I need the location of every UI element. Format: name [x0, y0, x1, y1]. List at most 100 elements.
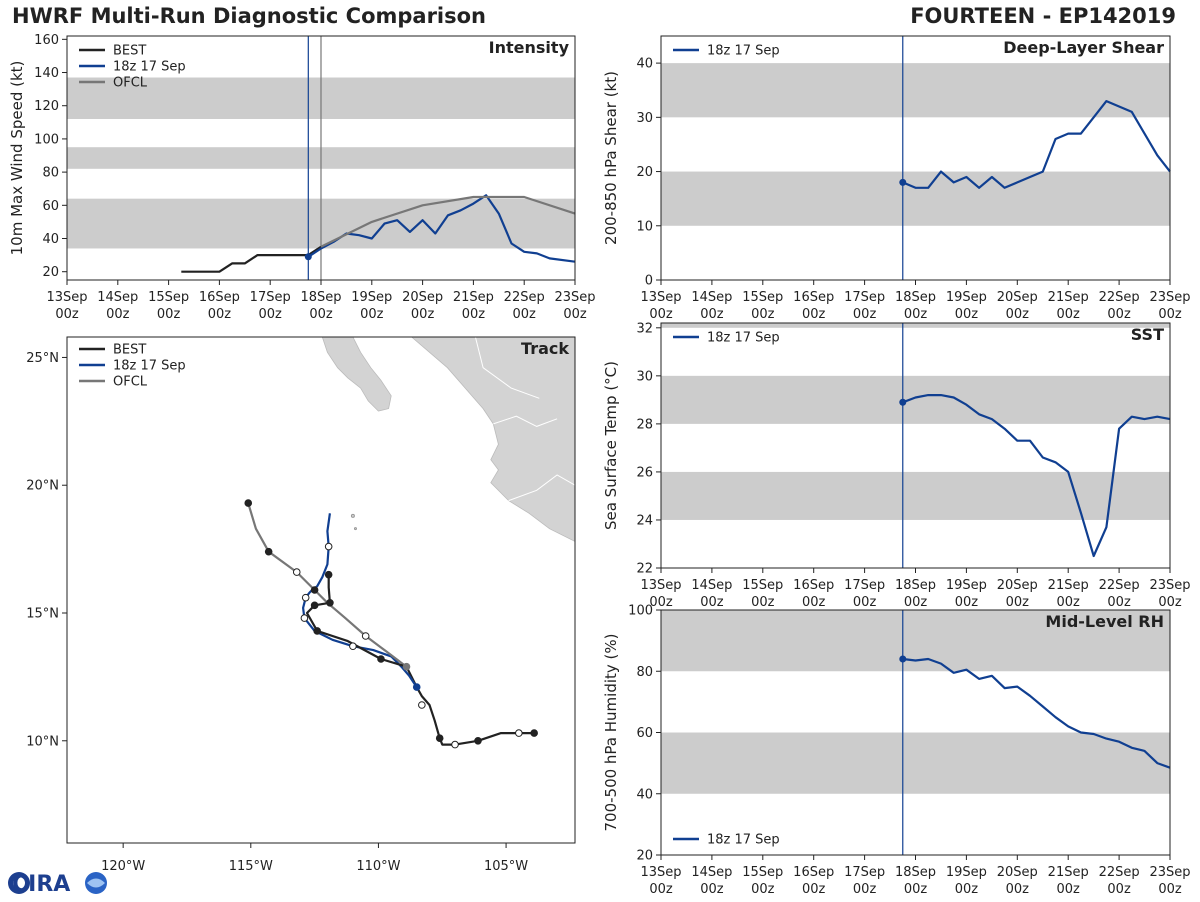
track-point-best	[451, 740, 459, 749]
x-tick-label-hour: 00z	[751, 307, 775, 322]
legend-label: 18z 17 Sep	[707, 833, 780, 848]
island-socorro	[350, 513, 355, 518]
x-tick-label-hour: 00z	[563, 307, 587, 322]
legend-label: 18z 17 Sep	[113, 60, 186, 75]
track-point-ofcl	[244, 499, 253, 507]
x-tick-label-hour: 00z	[462, 307, 486, 322]
y-tick-label: 80	[636, 665, 653, 680]
x-tick-label-date: 13Sep	[640, 578, 681, 593]
track-point-best	[418, 701, 426, 709]
x-tick-label-date: 22Sep	[1099, 290, 1140, 305]
x-tick-label-hour: 00z	[1158, 882, 1182, 897]
land-baja-california	[321, 337, 392, 412]
x-tick-label-hour: 00z	[751, 882, 775, 897]
track-line-ofcl	[247, 502, 408, 668]
panel-shear: 0 10 20 30 40 13Sep 00z 14Sep 00z 15Sep 00z 16Sep 00…	[602, 35, 1191, 322]
x-tick-label-date: 17Sep	[844, 578, 885, 593]
x-tick-label-date: 21Sep	[1048, 290, 1089, 305]
y-tick-label: 24	[636, 513, 653, 528]
x-tick-label-date: 17Sep	[844, 865, 885, 880]
storm-id-title: FOURTEEN - EP142019	[910, 4, 1176, 28]
x-tick-label-date: 22Sep	[1099, 578, 1140, 593]
cira-logo: CIRA	[4, 868, 114, 898]
series-line-ofcl	[320, 195, 576, 248]
panel-title: SST	[1131, 325, 1164, 344]
x-tick-label-hour: 00z	[1057, 595, 1081, 610]
x-tick-label-hour: 00z	[1158, 307, 1182, 322]
x-tick-label-date: 23Sep	[554, 290, 595, 305]
x-tick-label-hour: 00z	[1107, 882, 1131, 897]
y-tick-label: 120	[34, 99, 59, 114]
x-tick-label-date: 18Sep	[895, 290, 936, 305]
x-tick-label-date: 23Sep	[1149, 865, 1190, 880]
x-tick-label-date: 19Sep	[351, 290, 392, 305]
track-point-hwrf	[300, 614, 309, 622]
y-tick-label: 32	[636, 321, 653, 336]
track-point-best	[326, 598, 334, 607]
panel-rh: 20 40 60 80 100 13Sep 00z 14Sep 00z 15Sep 00z 16Sep…	[602, 604, 1191, 898]
state-border	[474, 337, 540, 399]
y-tick-label: 30	[636, 369, 653, 384]
x-tick-label-date: 18Sep	[300, 290, 341, 305]
x-tick-label-hour: 00z	[802, 882, 826, 897]
x-tick-label-hour: 00z	[700, 595, 724, 610]
x-tick-label-date: 16Sep	[793, 578, 834, 593]
x-tick-label-date: 13Sep	[640, 865, 681, 880]
y-tick-label: 22	[636, 562, 653, 577]
y-tick-label: 40	[636, 787, 653, 802]
track-point-hwrf	[349, 642, 357, 651]
x-tick-label-hour: 00z	[751, 595, 775, 610]
init-point-marker	[899, 398, 907, 406]
x-tick-label-hour: 00z	[259, 307, 283, 322]
shaded-band	[661, 63, 1170, 118]
y-tick-label: 20	[636, 165, 653, 180]
y-tick-label: 10	[636, 219, 653, 234]
x-tick-label-hour: 00z	[1006, 595, 1030, 610]
track-point-best	[435, 734, 444, 743]
x-tick-label-hour: 00z	[106, 307, 130, 322]
track-point-ofcl	[402, 662, 411, 671]
track-point-hwrf	[324, 542, 333, 551]
x-tick-label-date: 15Sep	[742, 578, 783, 593]
x-tick-label-hour: 00z	[411, 307, 435, 322]
panel-title: Mid-Level RH	[1045, 612, 1164, 631]
lon-tick-label: 115°W	[229, 859, 273, 874]
y-tick-label: 140	[34, 66, 59, 81]
x-tick-label-hour: 00z	[700, 882, 724, 897]
x-tick-label-hour: 00z	[360, 307, 384, 322]
legend-label: BEST	[113, 343, 146, 358]
lat-tick-label: 10°N	[26, 734, 59, 749]
x-tick-label-hour: 00z	[700, 307, 724, 322]
track-point-best	[530, 729, 538, 737]
shaded-band	[661, 375, 1170, 424]
x-tick-label-date: 19Sep	[946, 865, 987, 880]
panel-title: Intensity	[489, 38, 570, 57]
y-axis-label: 10m Max Wind Speed (kt)	[8, 61, 26, 256]
y-tick-label: 20	[636, 849, 653, 864]
x-tick-label-hour: 00z	[904, 882, 928, 897]
x-tick-label-date: 19Sep	[946, 578, 987, 593]
legend-background	[75, 374, 225, 389]
panel-intensity: 20 40 60 80 100 120 140 160 13Sep 00z 14Sep 00z 15Se…	[8, 33, 596, 322]
x-tick-label-date: 13Sep	[640, 290, 681, 305]
y-tick-label: 40	[42, 232, 59, 247]
x-tick-label-date: 23Sep	[1149, 578, 1190, 593]
x-tick-label-date: 14Sep	[97, 290, 138, 305]
lat-tick-label: 15°N	[26, 607, 59, 622]
y-tick-label: 30	[636, 111, 653, 126]
x-tick-label-hour: 00z	[157, 307, 181, 322]
lon-tick-label: 105°W	[484, 859, 528, 874]
state-border	[508, 474, 575, 502]
track-point-best	[313, 627, 321, 635]
x-tick-label-date: 23Sep	[1149, 290, 1190, 305]
shaded-band	[661, 171, 1170, 226]
x-tick-label-date: 17Sep	[844, 290, 885, 305]
x-tick-label-date: 17Sep	[250, 290, 291, 305]
x-tick-label-date: 15Sep	[742, 290, 783, 305]
x-tick-label-date: 20Sep	[997, 578, 1038, 593]
x-tick-label-hour: 00z	[853, 307, 877, 322]
figure-title: HWRF Multi-Run Diagnostic Comparison	[12, 4, 487, 28]
legend-label: 18z 17 Sep	[707, 44, 780, 59]
y-tick-label: 40	[636, 57, 653, 72]
